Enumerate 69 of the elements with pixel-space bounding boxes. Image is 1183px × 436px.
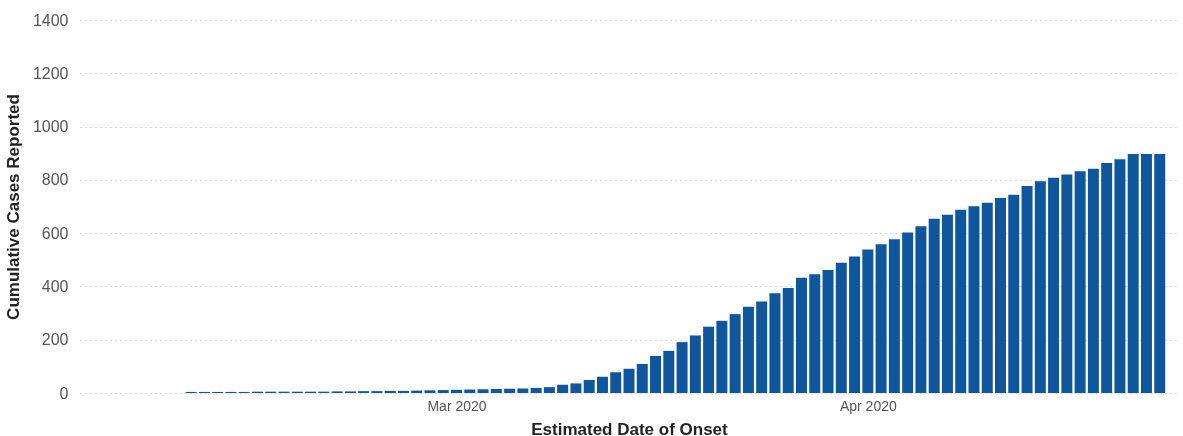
bar [543, 387, 555, 393]
bar [663, 350, 675, 393]
bar [981, 202, 993, 393]
bar [650, 355, 662, 393]
bar [623, 368, 635, 393]
bar [703, 326, 715, 393]
y-tick-label: 400 [41, 277, 69, 295]
bar [689, 335, 701, 393]
bar [490, 389, 502, 393]
bar [809, 274, 821, 393]
bar [968, 206, 980, 393]
bar [1140, 154, 1152, 393]
bar [742, 306, 754, 393]
bar [451, 389, 462, 393]
bar [756, 301, 768, 393]
bar [1087, 168, 1099, 393]
bar [1074, 171, 1086, 393]
bar [782, 288, 794, 393]
bar [875, 244, 887, 393]
bar [570, 383, 582, 393]
bar [849, 256, 861, 393]
bar [822, 269, 834, 393]
bar [583, 379, 595, 393]
y-axis-title: Cumulative Cases Reported [3, 94, 23, 320]
y-tick-label: 1400 [32, 11, 69, 29]
bar [596, 376, 608, 393]
bar [955, 209, 967, 393]
bar [504, 388, 516, 393]
bar [902, 232, 914, 393]
bar [397, 390, 409, 393]
bar [1061, 174, 1073, 393]
bar [1114, 159, 1126, 393]
bar [796, 277, 807, 393]
bar [517, 388, 529, 393]
bar [384, 390, 396, 393]
bar [477, 389, 489, 393]
x-tick-label: Mar 2020 [427, 397, 487, 414]
x-tick-label: Apr 2020 [839, 397, 897, 414]
y-tick-label: 1000 [32, 118, 69, 136]
bar [928, 218, 940, 393]
bar [636, 363, 648, 393]
bar [676, 342, 688, 393]
bar [835, 262, 847, 393]
y-tick-label: 800 [41, 171, 69, 189]
bar [862, 249, 874, 393]
bar [915, 226, 927, 393]
bar [1021, 185, 1033, 393]
bar [1048, 177, 1060, 393]
y-tick-label: 600 [41, 224, 69, 242]
bar [530, 387, 542, 393]
bar [729, 314, 741, 393]
x-axis-title: Estimated Date of Onset [531, 419, 729, 436]
bar [941, 214, 953, 393]
y-tick-label: 200 [41, 331, 69, 349]
bar [769, 293, 781, 393]
bar [1008, 194, 1020, 393]
bar [1101, 163, 1113, 393]
bar [557, 384, 569, 393]
bar [424, 390, 436, 393]
bar [437, 390, 449, 393]
y-tick-label: 0 [59, 384, 69, 402]
bar [1034, 181, 1046, 393]
bar [995, 197, 1006, 393]
bar [610, 372, 622, 393]
bar [1154, 154, 1166, 393]
bar [1127, 154, 1139, 393]
bar [716, 320, 728, 393]
bar [888, 239, 900, 393]
y-tick-label: 1200 [32, 64, 69, 82]
